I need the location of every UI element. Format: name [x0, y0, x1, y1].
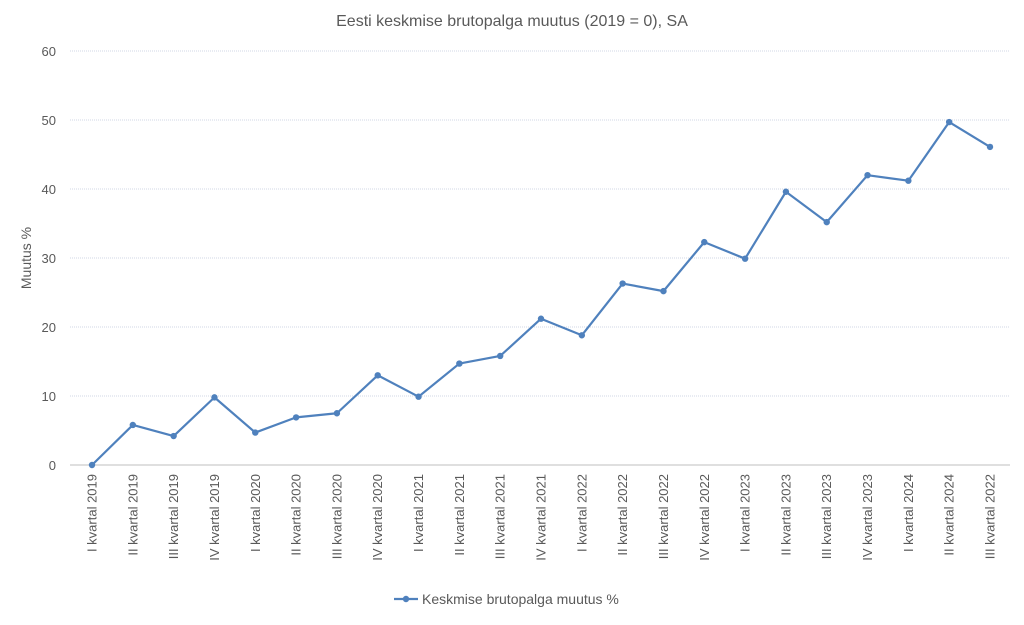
x-tick-label: III kvartal 2022 [656, 474, 671, 559]
data-point [619, 280, 626, 287]
legend-label: Keskmise brutopalga muutus % [422, 591, 619, 607]
data-point [88, 461, 96, 469]
data-point [578, 332, 586, 339]
y-tick-label: 60 [42, 44, 56, 59]
y-tick-label: 10 [42, 389, 56, 404]
gridlines [70, 50, 1010, 466]
data-point [701, 238, 708, 246]
x-tick-label: I kvartal 2024 [901, 474, 916, 552]
x-tick-label: II kvartal 2024 [942, 474, 957, 556]
series-group [88, 118, 994, 469]
data-point [374, 372, 381, 379]
x-tick-label: III kvartal 2019 [166, 474, 181, 559]
x-tick-label: II kvartal 2020 [289, 474, 304, 556]
x-tick-label: I kvartal 2021 [411, 474, 426, 552]
data-point [945, 118, 953, 126]
data-point [292, 414, 300, 421]
x-tick-label: IV kvartal 2019 [207, 474, 222, 561]
x-tick-label: IV kvartal 2022 [697, 474, 712, 561]
x-tick-label: II kvartal 2019 [125, 474, 140, 556]
x-tick-label: I kvartal 2020 [248, 474, 263, 552]
data-point [986, 143, 994, 151]
data-point [170, 432, 177, 440]
x-tick-label: II kvartal 2021 [452, 474, 467, 556]
y-tick-label: 20 [42, 320, 56, 335]
series-line [91, 120, 991, 466]
data-point [129, 421, 137, 429]
data-point [415, 393, 422, 400]
y-tick-label: 30 [42, 251, 56, 266]
x-axis-ticks: I kvartal 2019 II kvartal 2019 III kvartal… [85, 474, 998, 561]
y-tick-label: 0 [49, 458, 56, 473]
x-tick-label: II kvartal 2023 [778, 474, 793, 556]
x-tick-label: II kvartal 2022 [615, 474, 630, 556]
data-point [864, 172, 871, 179]
data-point [211, 394, 218, 401]
chart-title: Eesti keskmise brutopalga muutus (2019 =… [336, 13, 688, 30]
data-point [252, 429, 259, 436]
data-point [456, 360, 463, 367]
data-point [782, 188, 790, 195]
data-point [905, 177, 912, 184]
y-axis-ticks: 0 10 20 30 40 50 60 [42, 44, 56, 473]
x-tick-label: IV kvartal 2023 [860, 474, 875, 561]
legend-marker [402, 595, 410, 603]
data-point [660, 287, 667, 295]
data-point [496, 352, 504, 360]
x-tick-label: IV kvartal 2020 [370, 474, 385, 561]
y-axis-label: Muutus % [18, 227, 34, 289]
data-point [333, 410, 341, 417]
data-point [741, 255, 749, 262]
x-tick-label: I kvartal 2023 [738, 474, 753, 552]
x-tick-label: I kvartal 2019 [85, 474, 100, 552]
x-tick-label: III kvartal 2021 [493, 474, 508, 559]
x-tick-label: IV kvartal 2021 [534, 474, 549, 561]
legend: Keskmise brutopalga muutus % [394, 591, 619, 607]
x-tick-label: III kvartal 2023 [819, 474, 834, 559]
data-point [537, 315, 545, 322]
y-tick-label: 40 [42, 182, 56, 197]
x-tick-label: I kvartal 2022 [574, 474, 589, 552]
x-tick-label: III kvartal 2022 [983, 474, 998, 559]
x-tick-label: III kvartal 2020 [329, 474, 344, 559]
data-point [823, 218, 830, 226]
y-tick-label: 50 [42, 113, 56, 128]
